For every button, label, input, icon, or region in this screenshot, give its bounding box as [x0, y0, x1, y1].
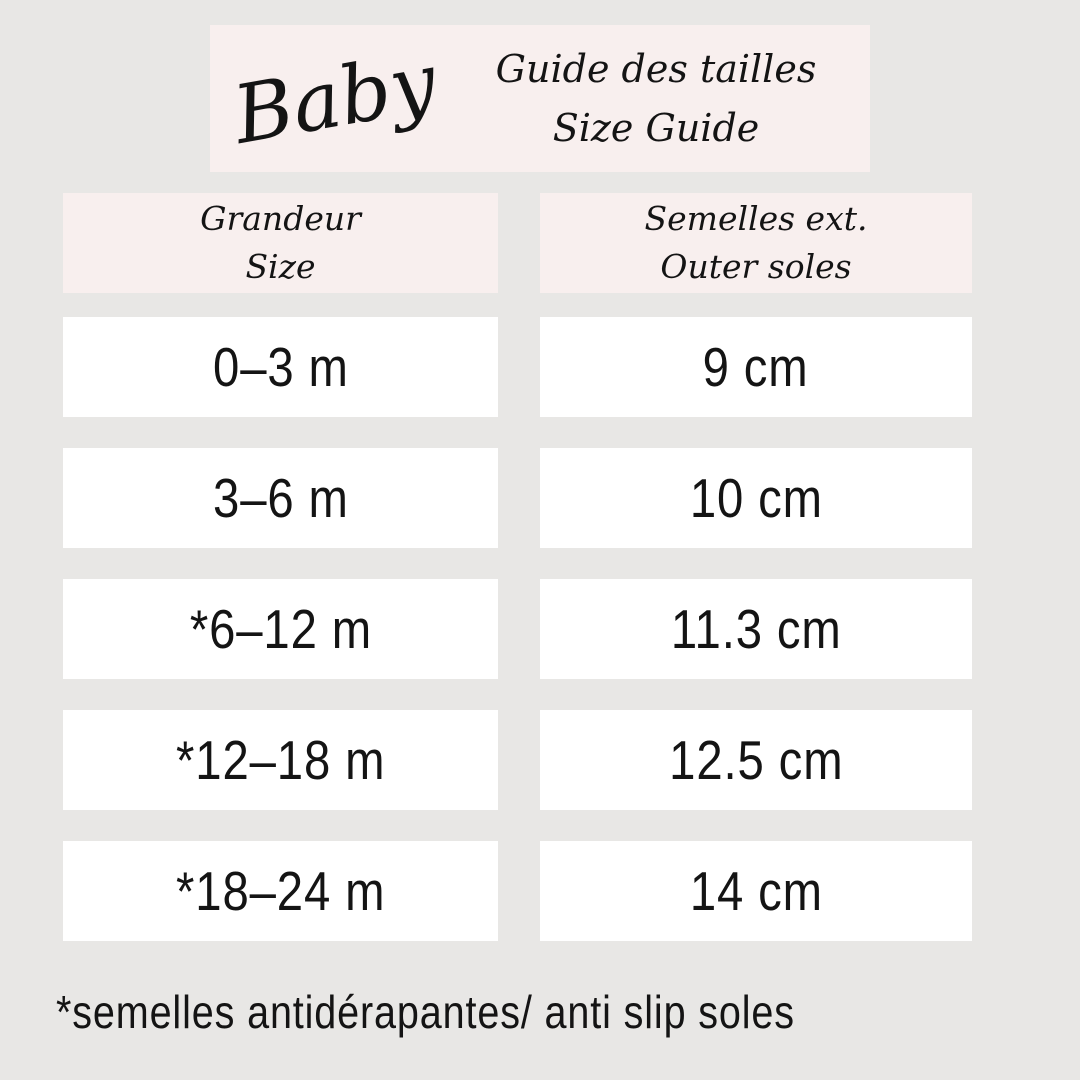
sole-cell: 12.5 cm — [540, 710, 972, 810]
guide-title: Guide des tailles Size Guide — [460, 40, 870, 158]
anti-slip-footnote: *semelles antidérapantes/ anti slip sole… — [56, 986, 795, 1038]
sole-cell: 10 cm — [540, 448, 972, 548]
sole-cell: 11.3 cm — [540, 579, 972, 679]
column-headers: Grandeur Size Semelles ext. Outer soles — [63, 193, 972, 293]
soles-column-header: Semelles ext. Outer soles — [540, 193, 972, 293]
sole-cell: 9 cm — [540, 317, 972, 417]
size-column-header: Grandeur Size — [63, 193, 498, 293]
title-banner: Baby Guide des tailles Size Guide — [210, 25, 870, 172]
size-cell: 0–3 m — [63, 317, 498, 417]
brand-name: Baby — [226, 34, 443, 162]
size-cell: 3–6 m — [63, 448, 498, 548]
size-table-body: 0–3 m 9 cm 3–6 m 10 cm *6–12 m 11.3 cm *… — [63, 317, 972, 941]
guide-title-french: Guide des tailles — [495, 46, 817, 91]
sole-cell: 14 cm — [540, 841, 972, 941]
size-cell: *6–12 m — [63, 579, 498, 679]
guide-title-english: Size Guide — [552, 105, 760, 150]
size-cell: *12–18 m — [63, 710, 498, 810]
size-cell: *18–24 m — [63, 841, 498, 941]
